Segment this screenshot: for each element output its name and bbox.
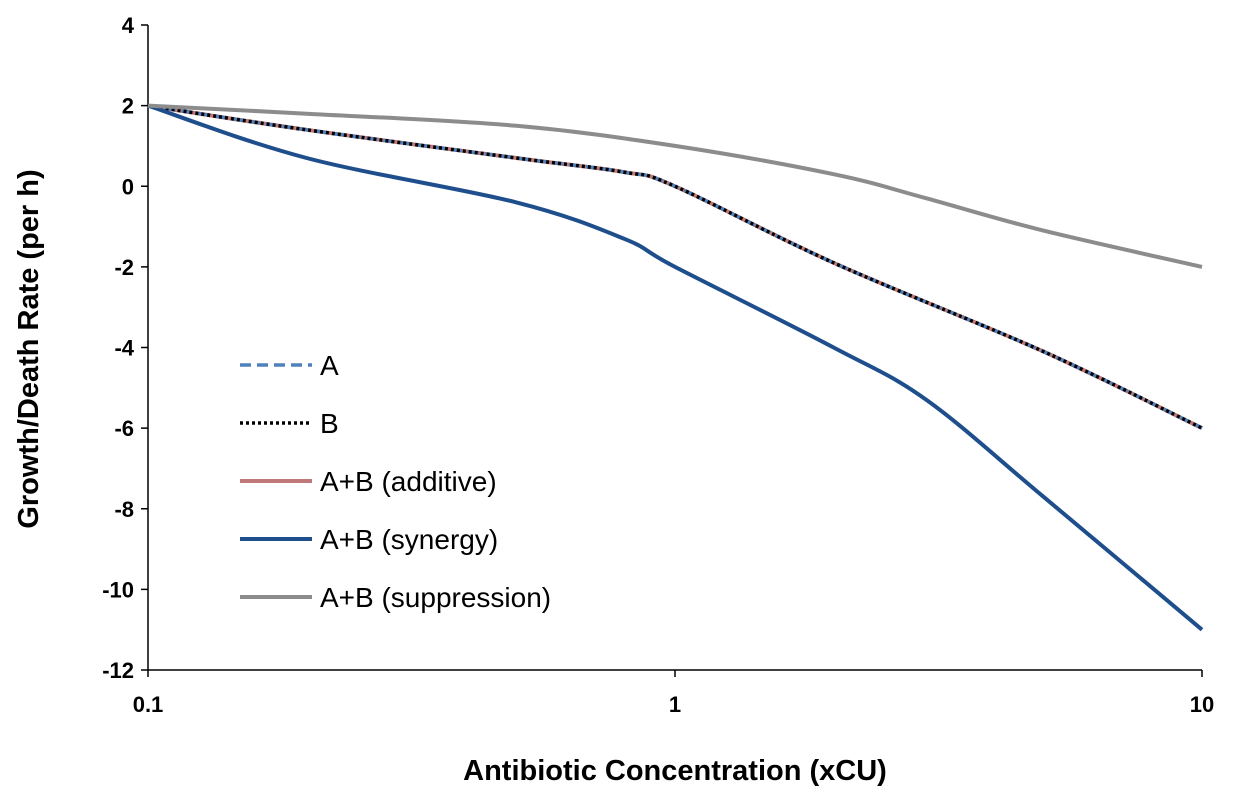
series-line-0 [147, 103, 1203, 430]
plot-lines [147, 103, 1204, 632]
series-line-4 [147, 103, 1203, 269]
y-tick-label: 0 [122, 174, 134, 199]
y-tick-label: -10 [102, 577, 134, 602]
y-tick-label: -8 [114, 497, 134, 522]
legend-label-0: A [320, 350, 339, 381]
series-line-1 [147, 103, 1203, 430]
y-tick-label: -2 [114, 255, 134, 280]
legend-label-1: B [320, 408, 339, 439]
x-tick-label: 10 [1190, 692, 1214, 717]
legend-label-4: A+B (suppression) [320, 582, 551, 613]
x-tick-label: 0.1 [133, 692, 164, 717]
y-axis-title: Growth/Death Rate (per h) [13, 169, 45, 528]
x-axis-title: Antibiotic Concentration (xCU) [463, 755, 887, 787]
legend-label-2: A+B (additive) [320, 466, 497, 497]
y-tick-label: 2 [122, 94, 134, 119]
y-tick-label: -4 [114, 336, 134, 361]
series-line-3 [147, 103, 1204, 632]
y-tick-label: -6 [114, 416, 134, 441]
axes: 4 2 0 -2 -4 -6 -8 -10 -12 0.1 1 10 [102, 13, 1214, 717]
legend-label-3: A+B (synergy) [320, 524, 498, 555]
y-tick-label: -12 [102, 658, 134, 683]
x-tick-label: 1 [669, 692, 681, 717]
legend: AB A+B (additive) A+B (synergy) A+B (suppre… [240, 350, 551, 613]
y-tick-label: 4 [122, 13, 135, 38]
